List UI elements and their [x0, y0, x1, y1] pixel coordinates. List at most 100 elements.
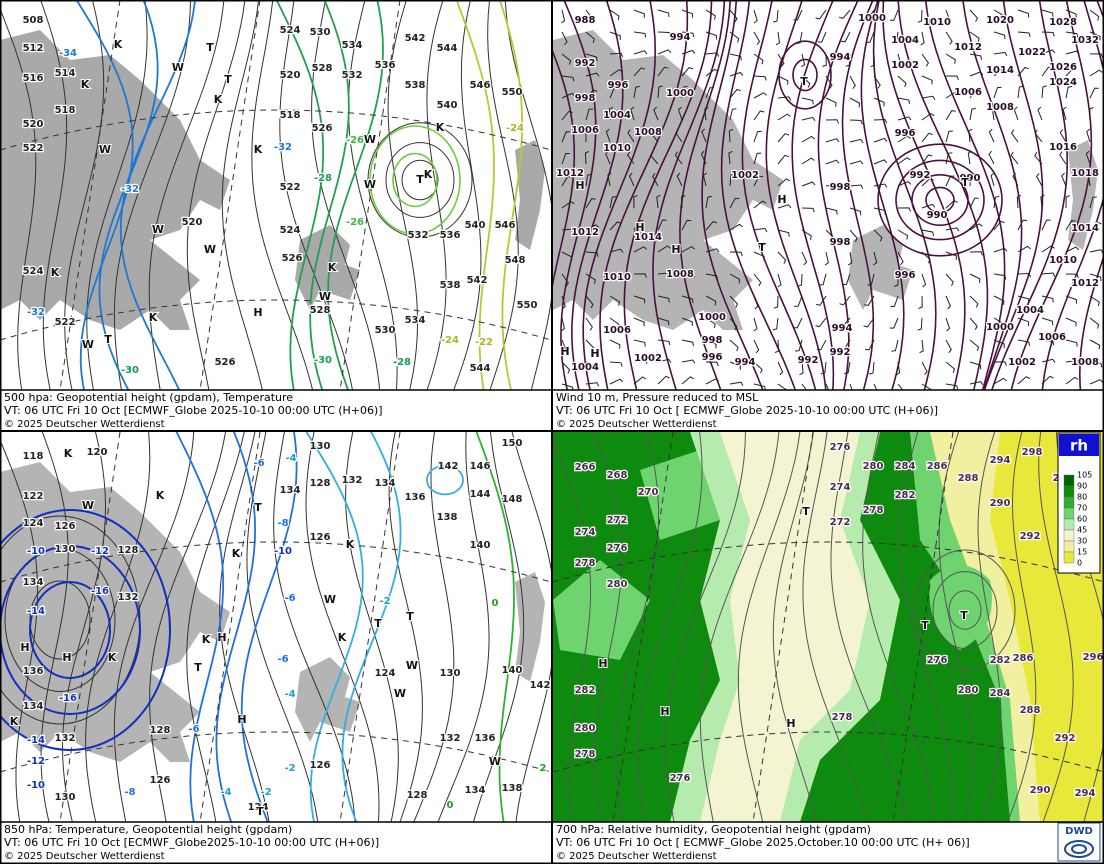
wind-barb [676, 172, 683, 187]
wind-barb [1041, 31, 1055, 37]
contour-label: 288 [1020, 705, 1041, 716]
contour-line [487, 0, 519, 390]
caption-title: 500 hpa: Geopotential height (gpdam), Te… [4, 391, 293, 404]
contour-label: 990 [927, 210, 948, 221]
contour-label: 524 [280, 25, 301, 36]
contour-line [593, 432, 622, 822]
wind-barb [681, 49, 696, 55]
temperature-label: -16 [59, 693, 77, 704]
contour-line [240, 432, 298, 822]
caption-title: 850 hPa: Temperature, Geopotential heigh… [4, 823, 292, 836]
wind-barb [561, 339, 567, 354]
pressure-symbol: H [217, 631, 226, 644]
wind-barb [1065, 246, 1080, 253]
panel-850hpa: 118 120 122 124 126 130 128 132 134 136 134 132 130 1… [0, 432, 551, 822]
contour-label: 1012 [571, 227, 599, 238]
contour-label: 996 [608, 80, 629, 91]
caption-copyright: © 2025 Deutscher Wetterdienst [556, 419, 717, 430]
contour-line [1038, 432, 1074, 822]
contour-label: 266 [575, 462, 596, 473]
wind-barb [650, 129, 659, 143]
contour-label: 1020 [986, 15, 1014, 26]
contour-label: 534 [342, 40, 363, 51]
contour-label: 134 [23, 577, 44, 588]
wind-barb [609, 196, 617, 209]
contour-label: 1006 [954, 87, 982, 98]
pressure-symbol: T [206, 41, 214, 54]
contour-label: 522 [55, 317, 76, 328]
contour-label: 130 [310, 441, 331, 452]
wind-barb [1012, 172, 1019, 187]
legend-header [1059, 434, 1099, 456]
wind-barb [627, 129, 635, 143]
caption-copyright: © 2025 Deutscher Wetterdienst [556, 851, 717, 862]
pressure-symbol: W [324, 593, 336, 606]
wind-barb [753, 175, 764, 187]
temperature-label: -24 [506, 123, 524, 134]
contour-label: 548 [505, 255, 526, 266]
wind-barb [753, 317, 758, 332]
contour-line [791, 0, 835, 390]
wind-barb [794, 339, 803, 352]
wind-barb [825, 75, 833, 89]
wind-barb [633, 219, 644, 231]
contour-label: 134 [280, 485, 301, 496]
contour-ring [401, 159, 439, 201]
wind-barb [969, 31, 980, 43]
contour-label: 1012 [1071, 278, 1099, 289]
wind-barb [585, 361, 597, 371]
wind-barb [945, 295, 951, 310]
wind-barb [701, 128, 707, 143]
contour-line [898, 432, 953, 822]
wind-barb [993, 220, 1005, 231]
wind-barb [633, 67, 646, 77]
contour-label: 138 [502, 783, 523, 794]
contour-line [699, 432, 780, 822]
contour-line [882, 0, 966, 390]
wind-barb [921, 132, 933, 143]
contour-label: 270 [638, 487, 659, 498]
panel-700hpa: 266 268 270 272 274 276 278 280 282 280 278 276 276 2… [553, 432, 1104, 822]
wind-barb [863, 9, 875, 20]
pressure-symbol: T [802, 505, 810, 518]
wind-barb [681, 85, 688, 99]
pressure-symbol: T [921, 619, 929, 632]
wind-barb [753, 200, 767, 209]
wind-barb [1017, 66, 1029, 77]
caption-valid-time: VT: 06 UTC Fri 10 Oct [ ECMWF_Globe 2025… [556, 836, 970, 849]
contour-label: 538 [440, 280, 461, 291]
wind-barb [561, 200, 575, 209]
contour-label: 1002 [1008, 357, 1036, 368]
contour-ring [914, 549, 1016, 671]
wind-barb [657, 317, 670, 326]
contour-label: 1004 [603, 110, 631, 121]
wind-barb [585, 129, 590, 143]
wind-barb [865, 31, 875, 43]
wind-barb [869, 361, 875, 375]
contour-label: 286 [1013, 653, 1034, 664]
wind-barb [873, 251, 878, 266]
wind-barb [969, 251, 983, 256]
contour-label: 128 [150, 725, 171, 736]
contour-line [599, 0, 689, 390]
wind-barb [873, 159, 888, 165]
wind-barb [777, 133, 790, 143]
contour-label: 292 [1020, 531, 1041, 542]
contour-label: 136 [23, 666, 44, 677]
wind-barb [917, 317, 923, 331]
wind-barb [1017, 9, 1030, 18]
wind-barb [753, 295, 759, 310]
wind-barb [897, 97, 911, 105]
contour-line [309, 0, 350, 390]
contour-label: 298 [1022, 447, 1043, 458]
wind-barb [729, 295, 739, 308]
wind-barb [681, 67, 694, 77]
wind-barb [609, 87, 619, 99]
contour-label: 274 [575, 527, 596, 538]
pressure-symbol: W [172, 61, 184, 74]
wind-barb [626, 151, 635, 165]
wind-barb [677, 106, 683, 121]
pressure-symbol: T [416, 173, 424, 186]
wind-barb [1035, 172, 1043, 187]
